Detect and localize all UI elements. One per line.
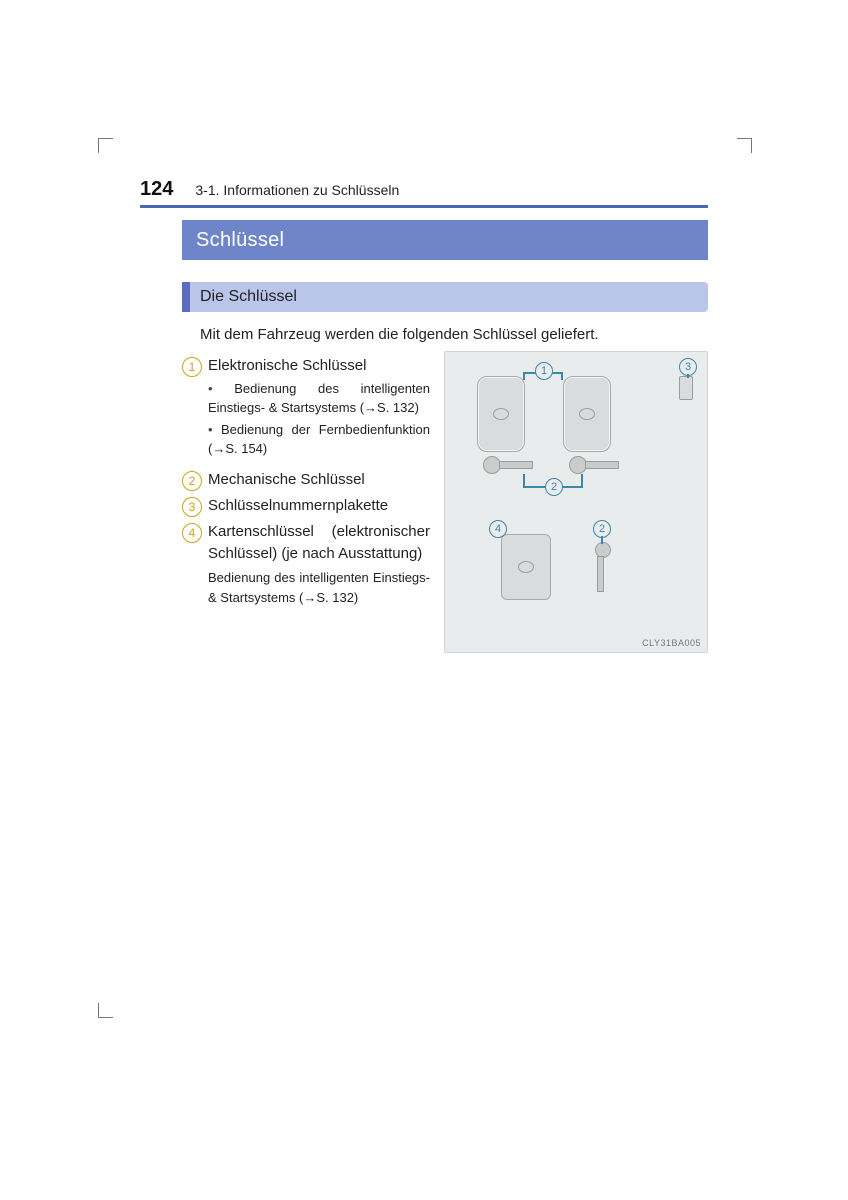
leader-line	[687, 374, 689, 378]
page-number: 124	[140, 178, 173, 201]
crop-mark-tr	[737, 138, 752, 153]
figure-code: CLY31BA005	[642, 638, 701, 648]
figure-column: 1 3 2	[444, 351, 708, 653]
fig-callout-4: 4	[489, 520, 507, 538]
leader-line	[601, 536, 603, 544]
mechanical-key-2-icon	[569, 456, 619, 474]
keys-illustration: 1 3 2	[444, 351, 708, 653]
chapter-title-bar: Schlüssel	[182, 220, 708, 260]
chapter-title: Schlüssel	[196, 229, 284, 252]
item-label: Kartenschlüssel (elektronischer Schlüsse…	[208, 523, 430, 562]
fig-callout-1: 1	[535, 362, 553, 380]
content-area: 124 3-1. Informationen zu Schlüsseln Sch…	[140, 178, 708, 653]
section-subtitle-bar: Die Schlüssel	[182, 282, 708, 312]
item-label: Elektronische Schlüssel	[208, 357, 366, 374]
list-item: 2 Mechanische Schlüssel	[182, 469, 430, 491]
key-number-plate-icon	[679, 376, 693, 400]
section-label: 3-1. Informationen zu Schlüsseln	[195, 182, 399, 198]
brand-emblem-icon	[579, 408, 595, 420]
item-note: Bedienung des intelligenten Einstiegs- &…	[208, 568, 430, 607]
crop-mark-tl	[98, 138, 113, 153]
list-number-3: 3	[182, 497, 202, 517]
two-column-layout: 1 Elektronische Schlüssel Bedienung des …	[182, 351, 708, 653]
sub-list: Bedienung des intelligenten Einstiegs- &…	[208, 379, 430, 459]
list-text: Elektronische Schlüssel Bedienung des in…	[208, 355, 430, 465]
list-text: Kartenschlüssel (elektronischer Schlüsse…	[208, 521, 430, 608]
manual-page: 124 3-1. Informationen zu Schlüsseln Sch…	[0, 0, 848, 1200]
list-number-4: 4	[182, 523, 202, 543]
subtitle-tab	[182, 282, 190, 312]
sub-item: Bedienung des intelligenten Einstiegs- &…	[208, 379, 430, 418]
leader-line	[581, 474, 583, 486]
leader-line	[561, 372, 563, 380]
leader-line	[523, 474, 525, 486]
list-item: 3 Schlüsselnummernplakette	[182, 495, 430, 517]
crop-mark-bl	[98, 1003, 113, 1018]
card-key-icon	[501, 534, 551, 600]
list-number-2: 2	[182, 471, 202, 491]
fig-callout-2a: 2	[545, 478, 563, 496]
list-number-1: 1	[182, 357, 202, 377]
callout-list: 1 Elektronische Schlüssel Bedienung des …	[182, 351, 430, 653]
list-item: 1 Elektronische Schlüssel Bedienung des …	[182, 355, 430, 465]
mechanical-key-3-icon	[595, 542, 605, 592]
list-item: 4 Kartenschlüssel (elektronischer Schlüs…	[182, 521, 430, 608]
mechanical-key-1-icon	[483, 456, 533, 474]
electronic-key-2-icon	[563, 376, 611, 452]
item-label: Mechanische Schlüssel	[208, 469, 430, 491]
brand-emblem-icon	[518, 561, 534, 573]
leader-line	[523, 372, 525, 380]
sub-item: Bedienung der Fernbedienfunktion (→S. 15…	[208, 420, 430, 459]
item-label: Schlüsselnummernplakette	[208, 495, 430, 517]
header-rule	[140, 205, 708, 208]
intro-text: Mit dem Fahrzeug werden die folgenden Sc…	[200, 326, 708, 343]
electronic-key-1-icon	[477, 376, 525, 452]
section-subtitle: Die Schlüssel	[200, 288, 297, 306]
running-header: 124 3-1. Informationen zu Schlüsseln	[140, 178, 708, 205]
brand-emblem-icon	[493, 408, 509, 420]
